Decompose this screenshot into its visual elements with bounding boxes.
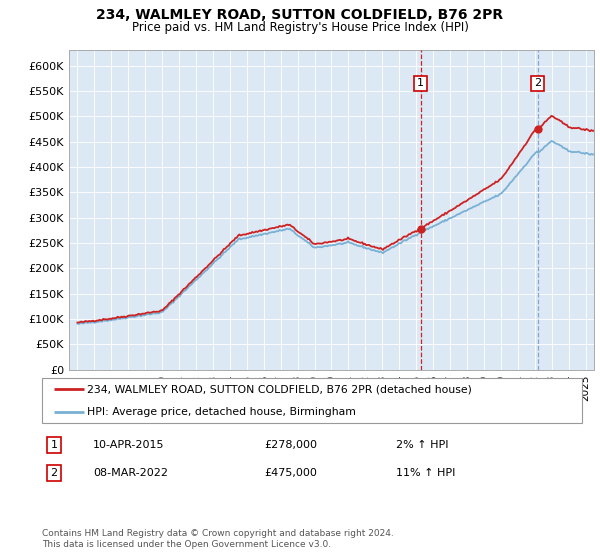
Text: 11% ↑ HPI: 11% ↑ HPI [396,468,455,478]
Text: 234, WALMLEY ROAD, SUTTON COLDFIELD, B76 2PR (detached house): 234, WALMLEY ROAD, SUTTON COLDFIELD, B76… [87,384,472,394]
Text: 08-MAR-2022: 08-MAR-2022 [93,468,168,478]
Text: 2: 2 [534,78,541,88]
Text: 234, WALMLEY ROAD, SUTTON COLDFIELD, B76 2PR: 234, WALMLEY ROAD, SUTTON COLDFIELD, B76… [97,8,503,22]
Text: 10-APR-2015: 10-APR-2015 [93,440,164,450]
Text: £278,000: £278,000 [264,440,317,450]
Text: £475,000: £475,000 [264,468,317,478]
Text: 1: 1 [417,78,424,88]
Text: HPI: Average price, detached house, Birmingham: HPI: Average price, detached house, Birm… [87,407,356,417]
Text: 2: 2 [50,468,58,478]
Text: Price paid vs. HM Land Registry's House Price Index (HPI): Price paid vs. HM Land Registry's House … [131,21,469,34]
Text: 1: 1 [50,440,58,450]
Text: 2% ↑ HPI: 2% ↑ HPI [396,440,449,450]
Text: Contains HM Land Registry data © Crown copyright and database right 2024.
This d: Contains HM Land Registry data © Crown c… [42,529,394,549]
